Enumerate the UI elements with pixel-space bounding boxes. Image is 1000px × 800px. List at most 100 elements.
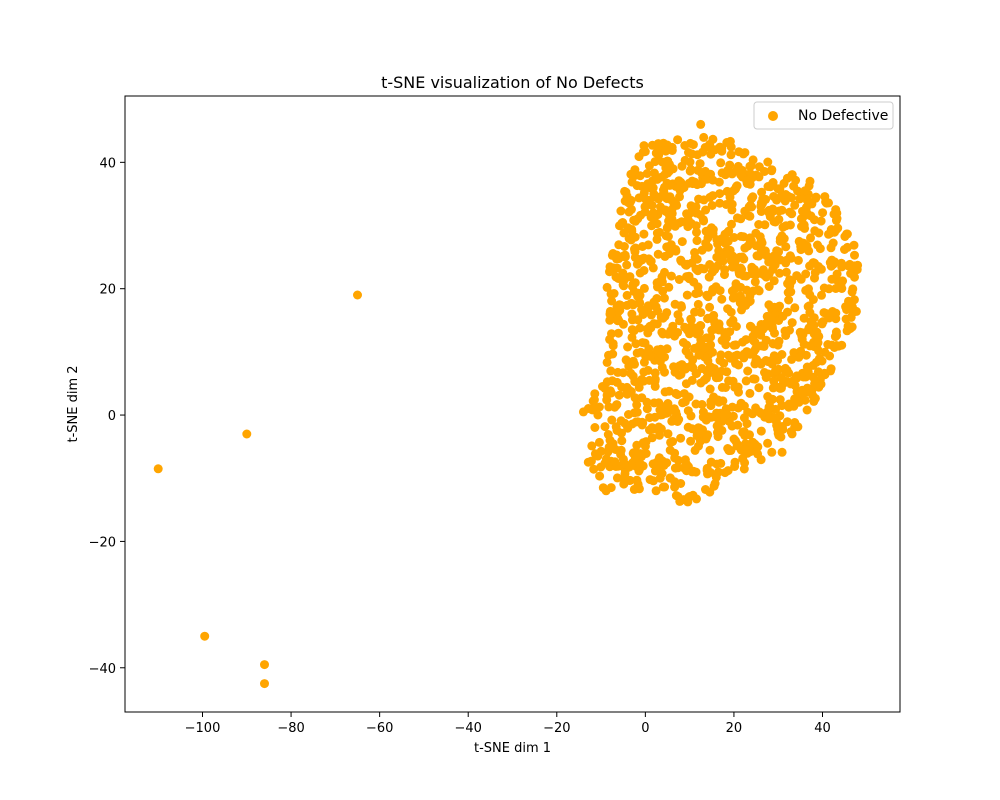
data-point (726, 307, 736, 317)
data-point (614, 240, 624, 250)
data-point (776, 383, 786, 393)
y-axis-label: t-SNE dim 2 (66, 365, 81, 442)
data-point (775, 301, 784, 311)
x-tick-label: 20 (726, 721, 743, 736)
x-tick-label: −60 (366, 721, 393, 736)
data-point (782, 173, 792, 183)
data-point (735, 165, 745, 175)
data-point (694, 441, 703, 451)
data-point (755, 232, 765, 242)
data-point (764, 414, 774, 424)
data-point (623, 342, 633, 352)
data-point (824, 284, 834, 294)
data-point (671, 198, 681, 208)
data-point (717, 294, 727, 304)
data-point (767, 447, 777, 457)
data-point (643, 240, 653, 250)
data-point (638, 147, 648, 157)
data-point (709, 481, 719, 491)
data-point (613, 328, 623, 338)
x-axis-label: t-SNE dim 1 (474, 741, 551, 756)
data-point (743, 366, 753, 376)
data-point (598, 382, 607, 391)
data-point (655, 430, 664, 440)
data-point (845, 324, 855, 334)
data-point (787, 354, 797, 364)
data-point (677, 237, 687, 247)
data-point (778, 311, 788, 321)
data-point (753, 442, 763, 452)
data-point (774, 206, 784, 216)
data-point (699, 375, 709, 385)
legend-marker (768, 111, 778, 121)
data-point (741, 271, 751, 281)
data-point (814, 346, 824, 356)
data-point (636, 347, 646, 357)
data-point (594, 402, 604, 412)
data-point (675, 316, 684, 326)
data-point (604, 350, 613, 360)
data-point (703, 313, 713, 323)
data-point (708, 134, 718, 144)
data-point (602, 282, 612, 292)
data-point (610, 457, 620, 467)
data-point (686, 411, 696, 421)
data-point (595, 471, 605, 481)
data-point (759, 341, 769, 351)
data-point (797, 334, 807, 344)
data-point (616, 206, 626, 216)
data-point (617, 436, 627, 446)
data-point (722, 249, 732, 259)
data-point (851, 306, 861, 316)
data-point (777, 190, 787, 200)
data-point (717, 382, 727, 392)
data-point (701, 485, 710, 494)
data-point (842, 229, 852, 239)
data-point (818, 208, 828, 218)
data-point (773, 429, 783, 438)
data-point (725, 136, 735, 146)
data-point (705, 225, 715, 235)
data-point (641, 195, 651, 205)
data-point (800, 186, 810, 196)
data-point (768, 394, 777, 404)
data-point (623, 423, 633, 433)
data-point (670, 482, 680, 492)
data-point (626, 169, 636, 179)
data-point (797, 222, 806, 231)
data-point (727, 199, 737, 209)
data-point (650, 157, 660, 167)
data-point (621, 187, 631, 197)
data-point (693, 165, 703, 175)
data-point (720, 229, 730, 239)
data-point (612, 302, 622, 312)
data-point (781, 242, 791, 252)
data-point (627, 225, 637, 234)
data-point (825, 351, 835, 361)
data-point (794, 352, 804, 362)
data-point (712, 235, 722, 245)
data-point (679, 389, 689, 399)
data-point (664, 282, 674, 292)
data-point (745, 430, 754, 440)
data-point (786, 193, 796, 203)
data-point (760, 167, 769, 176)
data-point (747, 202, 757, 212)
data-point (750, 277, 760, 287)
data-point (590, 423, 600, 432)
data-point (632, 475, 642, 485)
legend-box (753, 101, 894, 130)
data-point (736, 214, 746, 224)
data-point (831, 216, 841, 225)
data-point (750, 344, 760, 354)
data-point (794, 397, 804, 407)
data-point (655, 405, 665, 415)
data-point (714, 467, 723, 477)
data-point (752, 251, 762, 261)
data-point (802, 383, 812, 393)
data-point (739, 254, 749, 264)
data-point (633, 315, 643, 325)
data-point (715, 198, 725, 208)
data-point (815, 244, 825, 254)
data-point (667, 416, 677, 426)
